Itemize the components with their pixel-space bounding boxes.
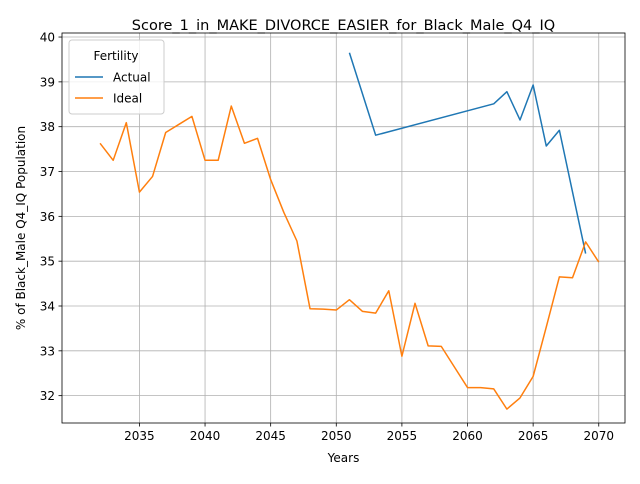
grid-lines xyxy=(62,33,625,423)
y-tick-label: 36 xyxy=(40,210,55,224)
y-tick-label: 33 xyxy=(40,344,55,358)
x-tick-label: 2070 xyxy=(583,429,614,443)
y-tick-label: 39 xyxy=(40,75,55,89)
legend-box xyxy=(68,39,165,115)
y-tick-label: 38 xyxy=(40,120,55,134)
x-tick-label: 2065 xyxy=(518,429,549,443)
legend-label-actual: Actual xyxy=(113,71,151,85)
legend-title: Fertility xyxy=(93,49,138,63)
x-tick-label: 2045 xyxy=(255,429,286,443)
y-tick-label: 34 xyxy=(40,300,55,314)
plot-frame xyxy=(61,32,626,424)
x-tick-label: 2040 xyxy=(190,429,221,443)
y-tick-label: 37 xyxy=(40,165,55,179)
y-tick-label: 40 xyxy=(40,31,55,45)
x-ticks: 2035 2040 2045 2050 2055 2060 2065 2070 xyxy=(124,423,614,443)
x-axis-label: Years xyxy=(327,451,360,465)
y-axis-label: % of Black_Male Q4_IQ Population xyxy=(14,126,28,330)
y-tick-label: 32 xyxy=(40,389,55,403)
chart-title: Score_1_in_MAKE_DIVORCE_EASIER_for_Black… xyxy=(132,18,555,34)
x-tick-label: 2050 xyxy=(321,429,352,443)
series-line-actual xyxy=(348,52,587,254)
x-tick-label: 2035 xyxy=(124,429,155,443)
series-line-ideal xyxy=(99,105,600,410)
y-tick-label: 35 xyxy=(40,255,55,269)
legend-label-ideal: Ideal xyxy=(113,92,142,106)
y-ticks: 32 33 34 35 36 37 38 39 40 xyxy=(40,31,62,403)
series-lines xyxy=(99,52,600,410)
x-tick-label: 2055 xyxy=(387,429,418,443)
x-tick-label: 2060 xyxy=(452,429,483,443)
legend: Fertility Actual Ideal xyxy=(68,39,165,115)
